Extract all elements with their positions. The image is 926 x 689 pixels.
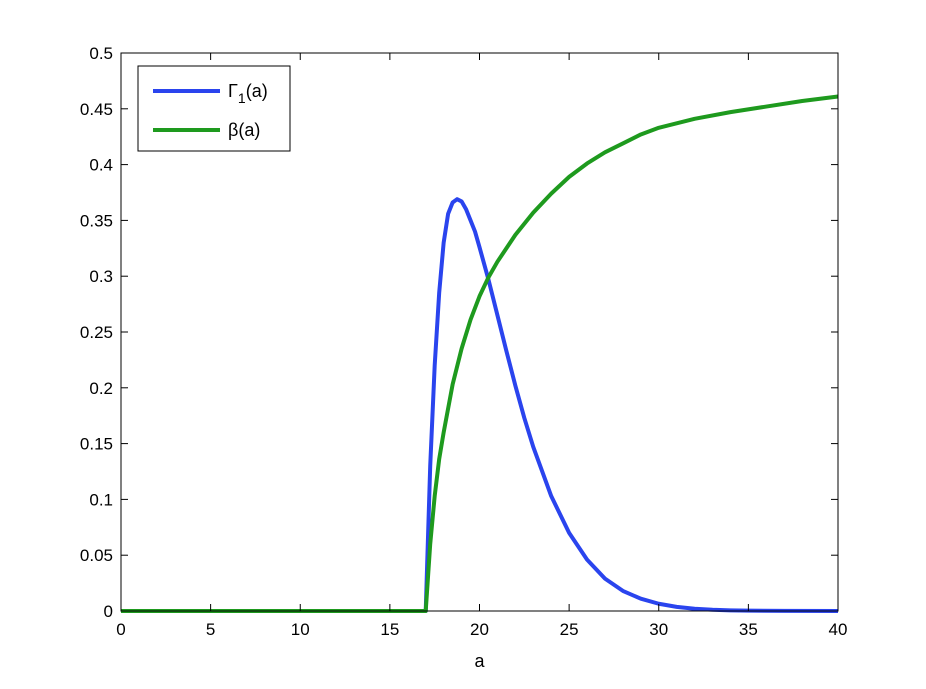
x-tick-label-7: 35 [739, 620, 758, 639]
y-tick-label-6: 0.3 [89, 267, 113, 286]
series-line-1 [121, 94, 839, 613]
y-tick-label-0: 0 [104, 602, 113, 621]
legend-gamma-argument: (a) [246, 81, 268, 101]
legend: Γ1(a) β(a) [137, 65, 291, 152]
y-tick-label-1: 0.05 [80, 546, 113, 565]
x-tick-label-5: 25 [560, 620, 579, 639]
plot-lines [121, 94, 839, 613]
axis-tick-labels: 0 5 10 15 20 25 30 35 40 0 0.05 0.1 0.15 0.2 0.25 0.3 0.… [80, 44, 848, 639]
y-tick-label-8: 0.4 [89, 156, 113, 175]
x-tick-label-6: 30 [649, 620, 668, 639]
y-tick-label-4: 0.2 [89, 379, 113, 398]
x-tick-label-3: 15 [380, 620, 399, 639]
y-tick-label-9: 0.45 [80, 100, 113, 119]
series-line-0 [121, 197, 839, 613]
legend-gamma-symbol: Γ [228, 81, 238, 101]
legend-gamma-subscript: 1 [238, 90, 246, 106]
x-tick-label-2: 10 [291, 620, 310, 639]
x-tick-label-1: 5 [206, 620, 215, 639]
x-axis-label: a [474, 651, 485, 671]
y-tick-label-3: 0.15 [80, 435, 113, 454]
y-tick-label-10: 0.5 [89, 44, 113, 63]
axis-ticks [120, 52, 839, 612]
legend-label-gamma: Γ1(a) [228, 81, 268, 106]
legend-box [137, 65, 291, 152]
x-tick-label-4: 20 [470, 620, 489, 639]
y-tick-label-7: 0.35 [80, 211, 113, 230]
y-tick-label-5: 0.25 [80, 323, 113, 342]
x-tick-label-8: 40 [829, 620, 848, 639]
x-tick-label-0: 0 [116, 620, 125, 639]
legend-label-beta: β(a) [228, 120, 260, 140]
y-tick-label-2: 0.1 [89, 490, 113, 509]
